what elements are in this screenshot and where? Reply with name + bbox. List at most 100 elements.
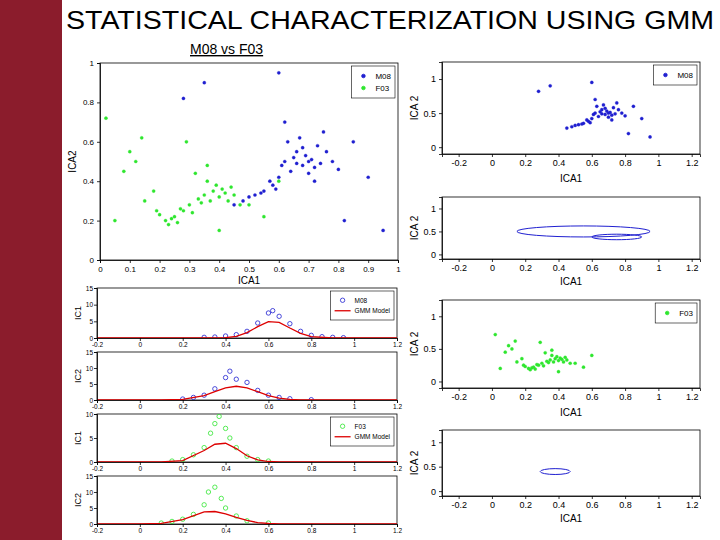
tick-mark	[459, 259, 460, 262]
data-point	[600, 108, 603, 111]
data-point	[514, 339, 517, 342]
tick: 0.2	[179, 400, 188, 410]
y-axis-title: IC1	[73, 431, 83, 445]
data-point	[266, 311, 270, 315]
tick-mark	[219, 260, 220, 263]
tick: 1.2	[393, 524, 402, 534]
tick-label: 1	[353, 465, 357, 472]
tick-label: 0.4	[553, 158, 566, 168]
tick-label: 10	[86, 365, 94, 372]
tick-label: 0	[139, 465, 143, 472]
tick-label: 0.4	[83, 177, 95, 186]
data-point	[590, 81, 593, 84]
data-point	[499, 367, 502, 370]
x-axis: -0.200.20.40.60.811.2	[443, 154, 701, 168]
tick-mark	[658, 259, 659, 262]
tick-mark	[97, 102, 100, 103]
tick-label: 0	[89, 459, 93, 466]
data-point	[262, 215, 265, 218]
data-point	[607, 116, 610, 119]
data-point	[604, 107, 607, 110]
tick-mark	[439, 231, 442, 232]
y-axis-title: ICA 2	[409, 95, 420, 120]
tick-label: 0.2	[179, 403, 188, 410]
tick-mark	[625, 154, 626, 157]
tick-mark	[692, 154, 693, 157]
data-point	[632, 105, 635, 108]
tick-label: 0	[490, 392, 495, 402]
data-point	[104, 117, 107, 120]
data-point	[570, 125, 573, 128]
tick-label: 1.2	[686, 158, 699, 168]
legend-marker	[664, 73, 668, 77]
model-line	[97, 322, 397, 338]
tick: 1	[431, 74, 442, 84]
data-point	[648, 135, 651, 138]
data-point	[227, 199, 230, 202]
data-point	[580, 122, 583, 125]
data-point	[494, 333, 497, 336]
model-line	[97, 386, 397, 400]
x-axis: -0.200.20.40.60.811.2	[443, 259, 701, 273]
tick-mark	[692, 259, 693, 262]
data-point	[241, 199, 244, 202]
tick: 0.6	[264, 400, 273, 410]
tick-mark	[94, 476, 97, 477]
slide-canvas: STATISTICAL CHARACTERIZATION USING GMMM0…	[0, 0, 720, 540]
data-point	[547, 361, 550, 364]
data-point	[206, 180, 209, 183]
data-point	[623, 114, 626, 117]
data-point	[185, 140, 188, 143]
chart-panel: -0.200.20.40.60.811.200.51ICA1ICA 2M08	[409, 62, 701, 184]
tick: 1	[656, 154, 661, 168]
tick-label: 0.6	[264, 527, 273, 534]
tick-mark	[692, 388, 693, 391]
tick-label: 0.6	[264, 403, 273, 410]
data-point	[209, 199, 212, 202]
data-point	[200, 201, 203, 204]
tick: 0.8	[619, 259, 632, 273]
tick: -0.2	[451, 259, 467, 273]
tick: 0.2	[179, 524, 188, 534]
y-axis: 051015	[86, 349, 98, 404]
tick-mark	[97, 221, 100, 222]
data-point	[202, 503, 206, 507]
data-point	[213, 421, 217, 425]
data-point	[152, 189, 155, 192]
side-bar	[0, 0, 62, 540]
data-point	[620, 112, 623, 115]
data-point	[247, 195, 250, 198]
tick-label: 0.5	[423, 344, 436, 354]
tick-label: 0.6	[264, 465, 273, 472]
chart-panel: 00.10.20.30.40.50.60.70.80.9100.20.40.60…	[67, 59, 401, 286]
legend-label: F03	[375, 84, 389, 93]
data-point	[289, 170, 292, 173]
x-axis: -0.200.20.40.60.811.2	[443, 496, 701, 510]
tick: 0	[490, 496, 495, 510]
y-axis-title: ICA 2	[409, 331, 420, 356]
plot-frame	[97, 476, 397, 524]
tick-label: -0.2	[451, 263, 467, 273]
tick-mark	[279, 260, 280, 263]
tick: 0.6	[264, 462, 273, 472]
tick: 0.6	[586, 259, 599, 273]
data-point	[331, 160, 334, 163]
tick: 1	[431, 438, 442, 448]
tick-label: 1	[431, 438, 436, 448]
data-point	[301, 146, 304, 149]
data-point	[614, 112, 617, 115]
tick-label: 0	[431, 377, 436, 387]
tick: 0	[431, 143, 442, 153]
data-point	[122, 170, 125, 173]
tick-mark	[439, 467, 442, 468]
data-point	[522, 364, 525, 367]
chart-panel: -0.200.20.40.60.811.200.51ICA1ICA 2	[409, 430, 701, 524]
tick-label: 0	[139, 403, 143, 410]
tick: 0.6	[83, 138, 100, 147]
tick: 0.5	[423, 108, 442, 118]
data-point	[298, 136, 301, 139]
data-point	[589, 121, 592, 124]
tick-label: 1.2	[393, 403, 402, 410]
data-point	[283, 121, 286, 124]
axis-line	[443, 389, 701, 392]
